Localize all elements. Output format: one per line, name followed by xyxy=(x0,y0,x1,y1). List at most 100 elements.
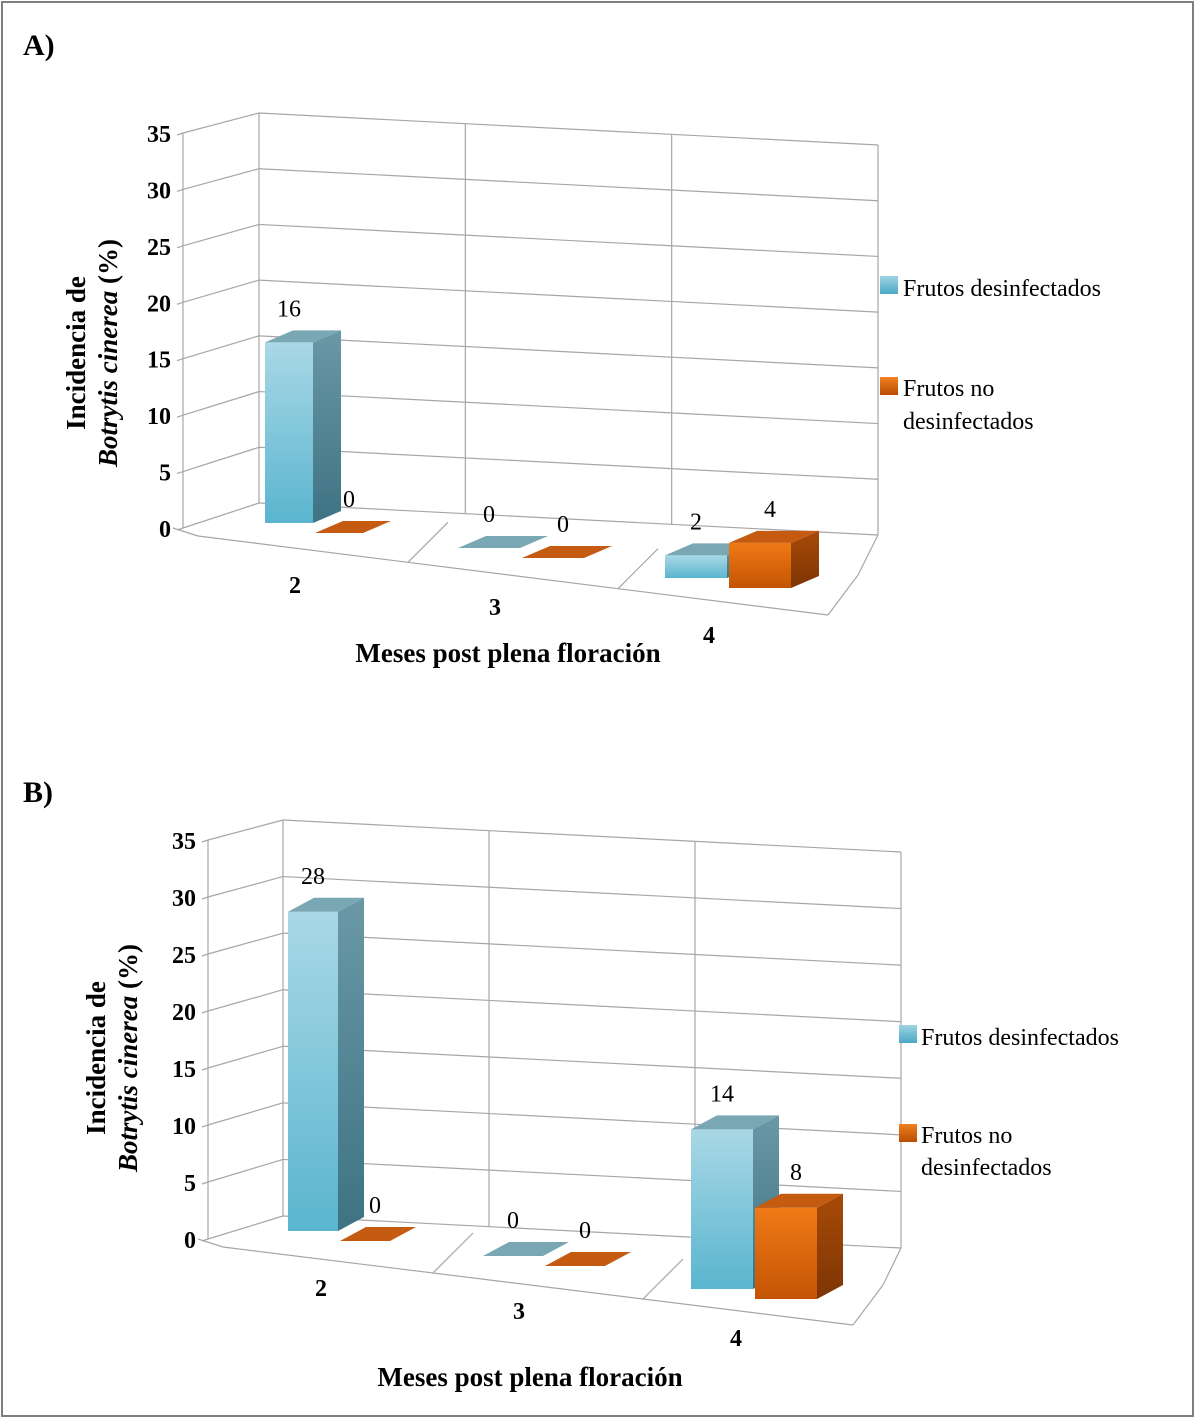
legend-label-desinfectados: Frutos desinfectados xyxy=(903,276,1101,302)
y-tick-label: 30 xyxy=(147,178,171,204)
legend-label-no-desinfectados-line2: desinfectados xyxy=(921,1155,1052,1181)
floor-divider xyxy=(407,521,449,563)
side-gridline xyxy=(207,989,284,1012)
floor-left-edge xyxy=(197,1238,224,1248)
y-tick-label: 5 xyxy=(159,461,171,487)
back-gridline xyxy=(258,223,879,258)
data-label: 28 xyxy=(301,864,325,890)
y-tick-mark xyxy=(201,953,209,957)
y-tick-mark xyxy=(201,896,209,900)
y-tick-mark xyxy=(176,358,184,362)
side-gridline xyxy=(182,279,260,303)
back-gridline xyxy=(258,390,879,425)
x-category-label: 4 xyxy=(730,1326,742,1352)
y-tick-mark xyxy=(176,471,184,475)
y-tick-label: 0 xyxy=(159,517,171,543)
x-axis-title: Meses post plena floración xyxy=(355,638,660,668)
bar-top-face xyxy=(729,530,819,543)
y-tick-label: 15 xyxy=(172,1057,196,1083)
side-gridline xyxy=(207,819,284,841)
y-tick-label: 20 xyxy=(147,291,171,317)
side-gridline xyxy=(182,168,260,191)
legend: Frutos desinfectados Frutos no desinfectad… xyxy=(899,1025,1119,1181)
y-axis-title: Incidencia deBotrytis cinerea (%) xyxy=(81,944,143,1173)
floor-divider xyxy=(642,1258,684,1300)
panel-label: B) xyxy=(23,776,53,809)
x-category-label: 2 xyxy=(289,573,301,599)
back-gridline xyxy=(282,1158,902,1193)
gridlines xyxy=(197,819,902,1326)
bar-desinfectados-3 xyxy=(483,1242,569,1256)
legend-label-no-desinfectados-line2: desinfectados xyxy=(903,409,1034,435)
data-label: 0 xyxy=(579,1218,591,1244)
back-gridline xyxy=(258,502,879,536)
y-tick-mark xyxy=(176,188,184,192)
legend-label-no-desinfectados-line1: Frutos no xyxy=(903,376,994,402)
back-gridline xyxy=(258,279,879,313)
y-axis-title-line2: Botrytis cinerea (%) xyxy=(113,944,143,1173)
bar-top-face xyxy=(340,1227,416,1241)
back-gridline xyxy=(258,446,879,480)
side-gridline xyxy=(182,446,260,473)
y-tick-mark xyxy=(201,1010,209,1014)
data-label: 14 xyxy=(710,1081,734,1107)
y-axis-title-line1: Incidencia de xyxy=(81,981,111,1135)
bar-no-desinfectados-3 xyxy=(545,1252,631,1266)
gridlines xyxy=(172,112,879,616)
back-gridline xyxy=(282,932,902,966)
bars: 16 0 2 0 0 4 xyxy=(265,296,819,588)
y-tick-label: 35 xyxy=(147,122,171,148)
x-category-label: 3 xyxy=(489,595,501,621)
bar-top-face xyxy=(288,897,364,912)
chart-panel-b: 0 5 10 15 20 25 30 35 2 3 4 28 0 14 0 0 8 B) Incidencia de… xyxy=(23,776,1119,1392)
floor-corner-edge xyxy=(852,1284,884,1326)
y-tick-label: 35 xyxy=(172,829,196,855)
back-gridline xyxy=(282,819,902,853)
y-tick-label: 25 xyxy=(147,235,171,261)
side-gridline xyxy=(207,1045,284,1069)
bar-side-face xyxy=(817,1193,843,1299)
bar-desinfectados-2 xyxy=(288,897,364,1231)
bar-front-face xyxy=(288,911,338,1231)
bar-top-face xyxy=(522,546,612,558)
bar-front-face xyxy=(265,342,313,523)
y-axis-tick-labels: 0 5 10 15 20 25 30 35 xyxy=(147,122,171,543)
side-gridline xyxy=(182,335,260,360)
y-tick-label: 30 xyxy=(172,886,196,912)
y-tick-mark xyxy=(201,1067,209,1071)
bar-no-desinfectados-2 xyxy=(340,1227,416,1241)
y-tick-mark xyxy=(176,132,184,136)
data-label: 0 xyxy=(369,1193,381,1219)
data-label: 16 xyxy=(277,296,301,322)
side-gridline xyxy=(207,1158,284,1183)
bar-top-face xyxy=(755,1193,843,1208)
legend-swatch-desinfectados xyxy=(899,1025,917,1043)
y-axis-title-line1: Incidencia de xyxy=(61,276,91,430)
bar-top-face xyxy=(483,1242,569,1256)
bar-no-desinfectados-4 xyxy=(729,530,819,588)
bar-side-face xyxy=(313,330,341,523)
floor-right-edge xyxy=(882,1247,902,1286)
data-label: 2 xyxy=(690,509,702,535)
bar-no-desinfectados-3 xyxy=(522,546,612,558)
bars: 28 0 14 0 0 8 xyxy=(288,864,843,1299)
y-tick-mark xyxy=(176,414,184,418)
side-gridline xyxy=(182,502,260,529)
x-axis-title: Meses post plena floración xyxy=(377,1362,682,1392)
bar-desinfectados-2 xyxy=(265,330,341,523)
bar-top-face xyxy=(691,1115,779,1130)
data-label: 8 xyxy=(790,1160,802,1186)
x-category-label: 4 xyxy=(703,623,715,649)
data-label: 0 xyxy=(483,502,495,528)
y-tick-label: 10 xyxy=(172,1114,196,1140)
back-gridline xyxy=(282,1102,902,1136)
back-gridline xyxy=(258,112,879,146)
y-tick-label: 0 xyxy=(184,1228,196,1254)
y-tick-label: 10 xyxy=(147,404,171,430)
x-category-label: 2 xyxy=(315,1276,327,1302)
data-label: 0 xyxy=(507,1208,519,1234)
bar-top-face xyxy=(315,521,391,533)
y-axis-title-italic: Botrytis cinerea xyxy=(113,996,143,1173)
